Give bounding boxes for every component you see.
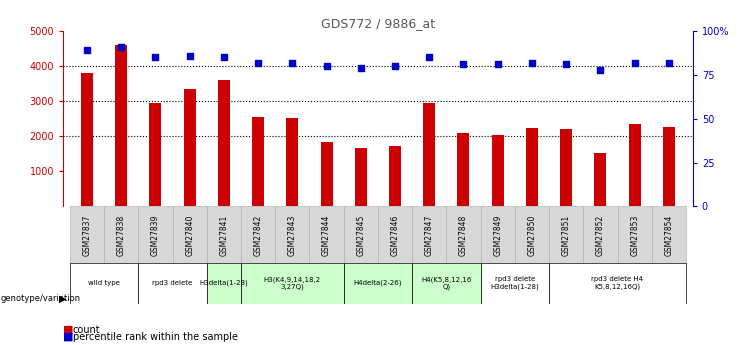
Text: rpd3 delete
H3delta(1-28): rpd3 delete H3delta(1-28) (491, 276, 539, 290)
Point (287, 60, 299, 66)
Bar (70, 263, 139, 304)
Text: genotype/variation: genotype/variation (1, 294, 81, 303)
Text: H3delta(1-28): H3delta(1-28) (199, 280, 248, 286)
Bar (481, 207, 515, 263)
Text: GSM27841: GSM27841 (219, 215, 228, 256)
Bar (412, 263, 481, 304)
Text: GSM27849: GSM27849 (494, 215, 502, 256)
Text: GSM27840: GSM27840 (185, 215, 194, 256)
Bar (321, 141, 333, 207)
Text: GSM27848: GSM27848 (459, 215, 468, 256)
Bar (594, 153, 606, 207)
Bar (344, 263, 412, 304)
Bar (104, 207, 139, 263)
Bar (526, 128, 538, 207)
Text: GSM27844: GSM27844 (322, 215, 331, 256)
Bar (115, 45, 127, 207)
Bar (446, 207, 481, 263)
Point (321, 63, 333, 69)
Text: GSM27853: GSM27853 (630, 215, 639, 256)
Point (81, 48, 93, 53)
Bar (492, 135, 504, 207)
Point (492, 62, 504, 67)
Text: rpd3 delete: rpd3 delete (153, 280, 193, 286)
Bar (70, 207, 104, 263)
Bar (617, 207, 652, 263)
Text: GSM27842: GSM27842 (253, 215, 262, 256)
Bar (652, 207, 686, 263)
Point (252, 60, 264, 66)
Bar (218, 80, 230, 207)
Bar (344, 207, 378, 263)
Text: count: count (73, 325, 100, 335)
Text: GSM27847: GSM27847 (425, 215, 433, 256)
Point (218, 55, 230, 60)
Bar (355, 148, 367, 207)
Bar (139, 207, 173, 263)
Bar (139, 263, 207, 304)
Text: GSM27854: GSM27854 (665, 215, 674, 256)
Point (594, 67, 606, 72)
Bar (275, 207, 310, 263)
Text: H4delta(2-26): H4delta(2-26) (353, 280, 402, 286)
Bar (378, 207, 412, 263)
Bar (81, 73, 93, 207)
Bar (628, 124, 641, 207)
Bar (286, 118, 299, 207)
Bar (423, 103, 435, 207)
Text: H4(K5,8,12,16
Q): H4(K5,8,12,16 Q) (421, 276, 471, 290)
Point (628, 60, 640, 66)
Bar (241, 207, 275, 263)
Title: GDS772 / 9886_at: GDS772 / 9886_at (321, 17, 435, 30)
Text: GSM27846: GSM27846 (391, 215, 399, 256)
Bar (515, 207, 549, 263)
Text: GSM27845: GSM27845 (356, 215, 365, 256)
Point (560, 62, 572, 67)
Bar (583, 207, 617, 263)
Text: ■: ■ (63, 332, 73, 342)
Text: wild type: wild type (88, 280, 120, 286)
Text: rpd3 delete H4
K5,8,12,16Q): rpd3 delete H4 K5,8,12,16Q) (591, 276, 644, 290)
Point (184, 53, 196, 58)
Point (457, 62, 469, 67)
Bar (207, 263, 241, 304)
Point (150, 55, 162, 60)
Bar (549, 263, 686, 304)
Bar (184, 89, 196, 207)
Bar (241, 263, 344, 304)
Bar (481, 263, 549, 304)
Text: GSM27852: GSM27852 (596, 215, 605, 256)
Bar (457, 133, 470, 207)
Point (355, 65, 367, 71)
Text: GSM27838: GSM27838 (116, 215, 126, 256)
Bar (150, 103, 162, 207)
Bar (549, 207, 583, 263)
Text: H3(K4,9,14,18,2
3,27Q): H3(K4,9,14,18,2 3,27Q) (264, 276, 321, 290)
Point (389, 63, 401, 69)
Text: ■: ■ (63, 325, 73, 335)
Point (116, 44, 127, 50)
Point (423, 55, 435, 60)
Bar (412, 207, 446, 263)
Bar (173, 207, 207, 263)
Text: GSM27850: GSM27850 (528, 215, 536, 256)
Bar (310, 207, 344, 263)
Bar (252, 117, 264, 207)
Point (526, 60, 538, 66)
Bar (663, 127, 675, 207)
Text: ▶: ▶ (59, 294, 66, 303)
Bar (207, 207, 241, 263)
Text: GSM27839: GSM27839 (151, 215, 160, 256)
Text: GSM27851: GSM27851 (562, 215, 571, 256)
Point (663, 60, 675, 66)
Text: GSM27837: GSM27837 (82, 215, 91, 256)
Bar (560, 129, 572, 207)
Text: percentile rank within the sample: percentile rank within the sample (73, 332, 238, 342)
Text: GSM27843: GSM27843 (288, 215, 297, 256)
Bar (389, 146, 401, 207)
